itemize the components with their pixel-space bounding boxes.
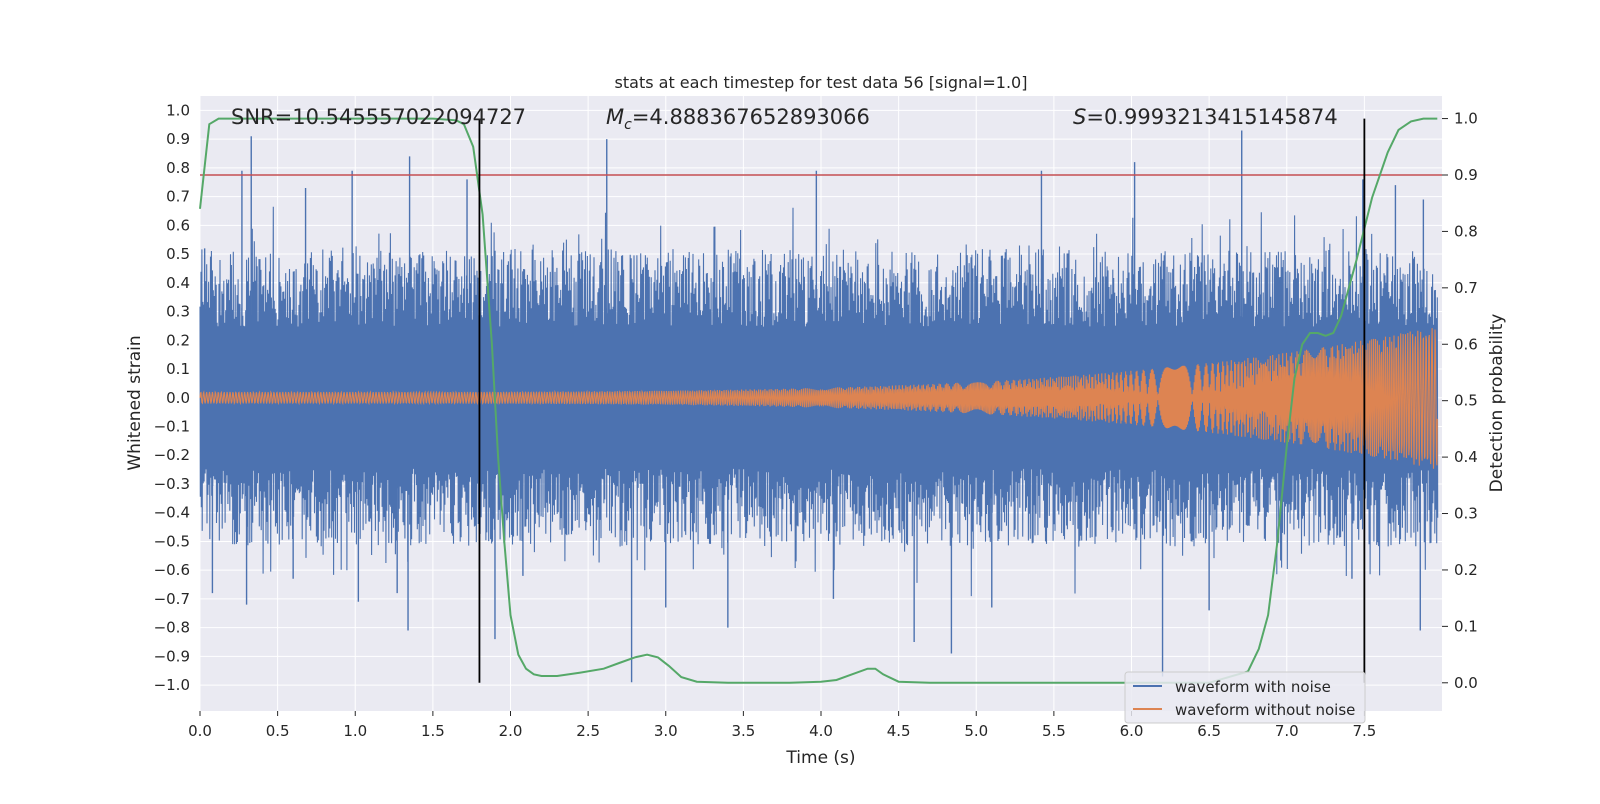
y-left-tick-label: −0.8 <box>154 619 190 637</box>
legend-box <box>1124 671 1366 724</box>
x-tick-label: 2.0 <box>499 722 523 740</box>
x-tick-label: 4.0 <box>809 722 833 740</box>
y-left-tick-label: 0.5 <box>166 245 190 263</box>
x-tick-label: 2.5 <box>576 722 600 740</box>
s-value: =0.9993213415145874 <box>1086 105 1337 129</box>
y-left-tick-label: −0.6 <box>154 561 190 579</box>
y-left-tick-label: 0.2 <box>166 331 190 349</box>
y-left-tick-label: 0.1 <box>166 360 190 378</box>
mc-symbol: M <box>606 105 624 129</box>
legend-label-noise: waveform with noise <box>1175 678 1331 696</box>
x-tick-label: 7.5 <box>1352 722 1376 740</box>
waveform-without-noise-series <box>199 328 1438 469</box>
mc-annotation: Mc=4.888367652893066 <box>606 105 870 133</box>
y-right-tick-labels: 1.0 0.9 0.8 0.7 0.6 0.5 0.4 0.3 0.2 0.1 0.0 <box>1442 110 1478 692</box>
y-right-tick-label: 0.4 <box>1454 448 1478 466</box>
s-annotation: S=0.9993213415145874 <box>1073 105 1338 129</box>
legend-label-clean: waveform without noise <box>1175 701 1355 719</box>
y-right-tick-label: 0.5 <box>1454 392 1478 410</box>
y-left-tick-label: −0.4 <box>154 504 190 522</box>
y-left-tick-label: −0.2 <box>154 446 190 464</box>
y-right-tick-label: 0.9 <box>1454 166 1478 184</box>
y-left-tick-label: 0.7 <box>166 188 190 206</box>
chart-title: stats at each timestep for test data 56 … <box>615 73 1028 92</box>
y-left-tick-label: −0.9 <box>154 647 190 665</box>
mc-value: =4.888367652893066 <box>632 105 870 129</box>
y-right-tick-label: 0.7 <box>1454 279 1478 297</box>
y-left-tick-label: −0.3 <box>154 475 190 493</box>
y-right-tick-label: 0.2 <box>1454 561 1478 579</box>
x-axis-label: Time (s) <box>785 748 855 768</box>
s-symbol: S <box>1073 105 1086 129</box>
y-right-tick-label: 0.0 <box>1454 674 1478 692</box>
y-left-tick-label: −0.1 <box>154 417 190 435</box>
x-tick-label: 6.5 <box>1197 722 1221 740</box>
y-right-tick-label: 0.6 <box>1454 335 1478 353</box>
y-right-tick-label: 0.3 <box>1454 505 1478 523</box>
x-tick-labels: 0.0 0.5 1.0 1.5 2.0 2.5 3.0 3.5 4.0 4.5 5.0 5.5 6.0 6… <box>188 711 1376 740</box>
x-tick-label: 5.0 <box>964 722 988 740</box>
x-tick-label: 1.0 <box>343 722 367 740</box>
y-left-tick-label: 0.3 <box>166 303 190 321</box>
overlay-lines <box>199 117 1442 684</box>
x-tick-label: 3.0 <box>654 722 678 740</box>
y-left-tick-label: 1.0 <box>166 101 190 119</box>
y-left-tick-label: −1.0 <box>154 676 190 694</box>
y-left-tick-label: 0.9 <box>166 130 190 148</box>
x-tick-label: 6.0 <box>1120 722 1144 740</box>
detection-probability-line <box>199 117 1438 684</box>
y-left-tick-label: −0.7 <box>154 590 190 608</box>
x-tick-label: 3.5 <box>731 722 755 740</box>
y-left-tick-label: 0.0 <box>166 389 190 407</box>
y-right-tick-label: 0.8 <box>1454 222 1478 240</box>
x-tick-label: 4.5 <box>887 722 911 740</box>
y-left-tick-label: 0.8 <box>166 159 190 177</box>
x-tick-label: 1.5 <box>421 722 445 740</box>
y-left-tick-label: 0.6 <box>166 216 190 234</box>
y-left-tick-label: 0.4 <box>166 274 190 292</box>
clean-trace <box>199 328 1438 469</box>
x-tick-label: 0.5 <box>266 722 290 740</box>
mc-subscript: c <box>624 117 632 133</box>
legend: waveform with noise waveform without noi… <box>1124 671 1366 724</box>
x-tick-label: 0.0 <box>188 722 212 740</box>
snr-annotation: SNR=10.545557022094727 <box>231 105 526 129</box>
y-left-tick-label: −0.5 <box>154 532 190 550</box>
y-right-tick-label: 1.0 <box>1454 110 1478 128</box>
y-right-tick-label: 0.1 <box>1454 617 1478 635</box>
y-axis-label-right: Detection probability <box>1487 314 1507 493</box>
x-tick-label: 7.0 <box>1275 722 1299 740</box>
y-axis-label-left: Whitened strain <box>125 335 145 470</box>
x-tick-label: 5.5 <box>1042 722 1066 740</box>
y-left-tick-labels: 1.0 0.9 0.8 0.7 0.6 0.5 0.4 0.3 0.2 0.1 0.0 −0.1 −0.… <box>154 101 190 694</box>
